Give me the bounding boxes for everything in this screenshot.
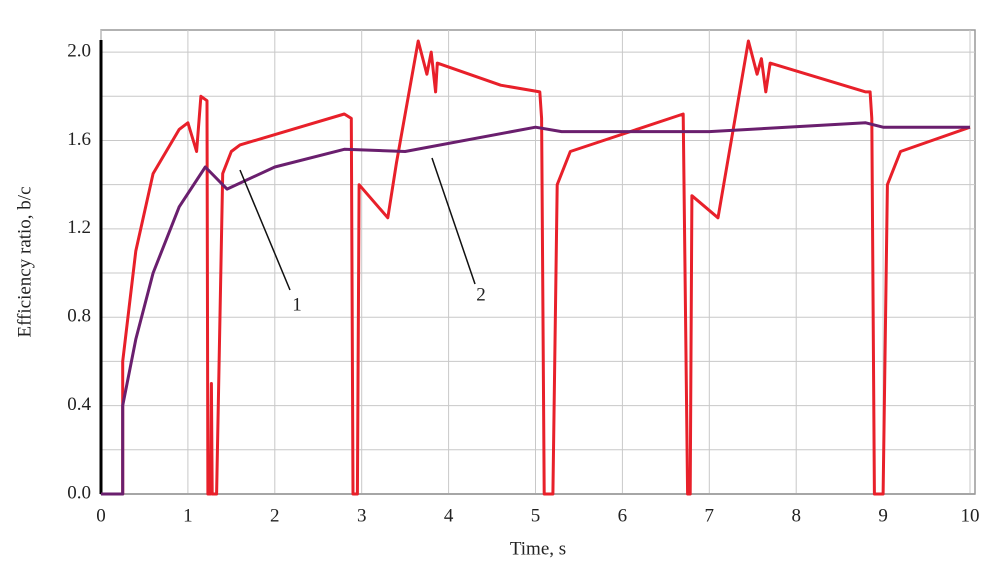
x-tick-label: 9 — [878, 505, 888, 526]
y-tick-label: 2.0 — [67, 40, 91, 61]
series-line — [101, 39, 971, 496]
x-tick-label: 8 — [791, 505, 801, 526]
x-tick-label: 7 — [705, 505, 715, 526]
plot-area — [100, 29, 976, 495]
x-tick-label: 4 — [444, 505, 454, 526]
series-line — [101, 121, 970, 496]
y-axis-title: Efficiency ratio, b/c — [14, 186, 35, 337]
x-tick-label: 3 — [357, 505, 367, 526]
x-tick-label: 2 — [270, 505, 280, 526]
y-tick-label: 0.8 — [67, 306, 91, 327]
annotation-leader — [239, 169, 291, 291]
y-tick-label: 1.6 — [67, 129, 91, 150]
y-tick-label: 0.4 — [67, 394, 91, 415]
y-tick-label: 0.0 — [67, 482, 91, 503]
annotation: 2 — [476, 284, 486, 305]
y-tick-label: 1.2 — [67, 217, 91, 238]
annotation: 1 — [292, 294, 302, 315]
x-tick-label: 1 — [183, 505, 193, 526]
x-tick-label: 6 — [618, 505, 628, 526]
annotation-leader — [431, 157, 476, 285]
x-tick-label: 10 — [961, 505, 980, 526]
x-tick-label: 5 — [531, 505, 541, 526]
x-tick-label: 0 — [96, 505, 106, 526]
x-axis-title: Time, s — [510, 538, 566, 559]
